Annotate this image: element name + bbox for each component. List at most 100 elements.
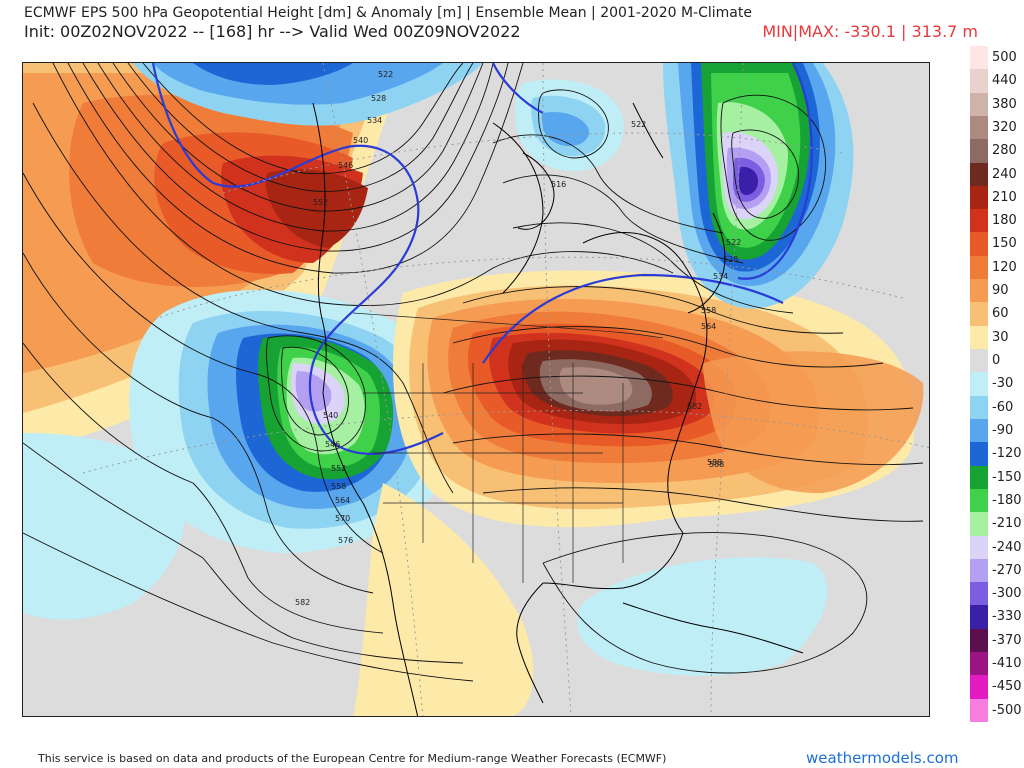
contour-label: 534 bbox=[713, 272, 728, 281]
colorbar-swatch bbox=[970, 512, 988, 536]
colorbar-swatch bbox=[970, 605, 988, 629]
colorbar-swatch bbox=[970, 395, 988, 419]
colorbar-stop: 120 bbox=[970, 255, 1020, 280]
colorbar-stop: -330 bbox=[970, 605, 1022, 629]
colorbar-label: 380 bbox=[992, 96, 1017, 112]
contour-label: 582 bbox=[687, 402, 702, 411]
colorbar-stop: -500 bbox=[970, 698, 1022, 722]
contour-label: 588 bbox=[707, 458, 722, 467]
colorbar-swatch bbox=[970, 279, 988, 303]
colorbar-swatch bbox=[970, 582, 988, 606]
colorbar-stop: 280 bbox=[970, 139, 1020, 163]
zero-anomaly-contours bbox=[151, 63, 813, 455]
height-contours bbox=[23, 63, 924, 682]
anomaly-map-canvas: 522 528 534 540 546 552 522 516 522 528 … bbox=[23, 63, 929, 716]
pacific-warm-anomaly bbox=[23, 63, 403, 453]
contour-label: 528 bbox=[723, 255, 738, 264]
colorbar-swatch bbox=[970, 115, 988, 140]
colorbar-swatch bbox=[970, 488, 988, 513]
colorbar-label: 120 bbox=[992, 259, 1017, 275]
southwest-yellow-band bbox=[353, 483, 534, 716]
colorbar-stop: -60 bbox=[970, 395, 1020, 419]
colorbar-stop: -120 bbox=[970, 442, 1022, 466]
colorbar-label: -150 bbox=[992, 469, 1022, 485]
contour-label: 522 bbox=[631, 120, 646, 129]
colorbar-swatch bbox=[970, 209, 988, 233]
map-title: ECMWF EPS 500 hPa Geopotential Height [d… bbox=[24, 5, 752, 21]
colorbar-swatch bbox=[970, 652, 988, 676]
colorbar-label: 150 bbox=[992, 236, 1017, 252]
colorbar-label: 30 bbox=[992, 329, 1009, 345]
contour-label: 552 bbox=[331, 464, 346, 473]
colorbar-stop: 240 bbox=[970, 162, 1020, 186]
colorbar-label: -370 bbox=[992, 632, 1022, 648]
contour-label: 552 bbox=[313, 198, 328, 207]
colorbar-stop: -150 bbox=[970, 465, 1022, 489]
anomaly-map: 522 528 534 540 546 552 522 516 522 528 … bbox=[22, 62, 930, 717]
bering-cold-anomaly bbox=[133, 63, 483, 126]
colorbar-label: 240 bbox=[992, 166, 1017, 182]
contour-label: 534 bbox=[367, 116, 382, 125]
colorbar-stop: 150 bbox=[970, 232, 1020, 256]
contour-label: 564 bbox=[701, 322, 716, 331]
contour-label: 582 bbox=[295, 598, 310, 607]
contour-label: 558 bbox=[701, 306, 716, 315]
colorbar-label: 90 bbox=[992, 283, 1009, 299]
colorbar-label: 320 bbox=[992, 119, 1017, 135]
contour-label: 522 bbox=[726, 238, 741, 247]
labrador-cold-anomaly bbox=[663, 63, 854, 309]
colorbar-swatch bbox=[970, 372, 988, 396]
political-borders bbox=[352, 312, 664, 583]
colorbar-stop: -30 bbox=[970, 372, 1020, 396]
colorbar-swatch bbox=[970, 46, 988, 70]
colorbar-label: -90 bbox=[992, 422, 1014, 438]
colorbar-swatch bbox=[970, 418, 988, 443]
colorbar-swatch bbox=[970, 139, 988, 163]
colorbar-stop: -370 bbox=[970, 628, 1022, 653]
caribbean-cold-anomaly bbox=[577, 557, 828, 676]
colorbar-stop: -410 bbox=[970, 652, 1022, 676]
contour-label: 564 bbox=[335, 496, 350, 505]
colorbar-stop: 0 bbox=[970, 349, 1020, 373]
brand-link[interactable]: weathermodels.com bbox=[806, 749, 959, 767]
colorbar-stop: -90 bbox=[970, 418, 1020, 443]
colorbar-label: 180 bbox=[992, 213, 1017, 229]
contour-label: 576 bbox=[338, 536, 353, 545]
colorbar-swatch bbox=[970, 465, 988, 489]
colorbar-stop: 500 bbox=[970, 46, 1020, 70]
colorbar-stop: 180 bbox=[970, 209, 1020, 233]
coastlines bbox=[312, 102, 804, 716]
contour-label: 540 bbox=[323, 411, 338, 420]
data-attribution: This service is based on data and produc… bbox=[38, 752, 667, 765]
colorbar-label: -180 bbox=[992, 492, 1022, 508]
anomaly-colorbar: 500 440 380 320 280 240 210 180 150 120 90 60 30 0 -30… bbox=[970, 46, 1022, 722]
contour-label: 540 bbox=[353, 136, 368, 145]
colorbar-label: -410 bbox=[992, 656, 1022, 672]
colorbar-label: -450 bbox=[992, 679, 1022, 695]
colorbar-stop: 380 bbox=[970, 92, 1020, 116]
colorbar-label: -300 bbox=[992, 586, 1022, 602]
colorbar-stop: 90 bbox=[970, 279, 1020, 303]
contour-label: 528 bbox=[371, 94, 386, 103]
colorbar-label: 440 bbox=[992, 73, 1017, 89]
colorbar-stop: -300 bbox=[970, 582, 1022, 606]
colorbar-swatch bbox=[970, 675, 988, 699]
colorbar-swatch bbox=[970, 698, 988, 722]
colorbar-swatch bbox=[970, 535, 988, 559]
colorbar-label: -330 bbox=[992, 609, 1022, 625]
contour-label: 570 bbox=[335, 514, 350, 523]
colorbar-label: -210 bbox=[992, 516, 1022, 532]
colorbar-stop: -450 bbox=[970, 675, 1022, 699]
colorbar-swatch bbox=[970, 185, 988, 210]
colorbar-label: -270 bbox=[992, 562, 1022, 578]
colorbar-swatch bbox=[970, 255, 988, 280]
atlantic-warm-anomaly bbox=[703, 351, 924, 494]
colorbar-swatch bbox=[970, 442, 988, 466]
colorbar-swatch bbox=[970, 349, 988, 373]
colorbar-swatch bbox=[970, 325, 988, 350]
colorbar-stop: 30 bbox=[970, 325, 1020, 350]
contour-label: 516 bbox=[551, 180, 566, 189]
colorbar-stop: 60 bbox=[970, 302, 1020, 326]
colorbar-label: -120 bbox=[992, 446, 1022, 462]
colorbar-label: 280 bbox=[992, 143, 1017, 159]
